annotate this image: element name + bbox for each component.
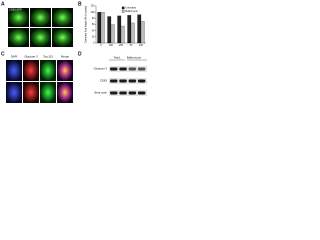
row-label: Glypican-3 [94,67,108,71]
column-label: Merge [61,55,69,59]
panel-label: A [1,1,5,7]
blot-band [137,67,146,71]
blot-band [110,79,118,83]
y-tick-label: 120 [91,5,96,8]
blot-strip [109,78,147,84]
blot-band [119,67,127,71]
x-tick-label: 50 [130,44,133,47]
x-tick-label: 250 [119,44,124,47]
blot-band [119,91,127,95]
micrograph [8,8,29,27]
micrograph [6,82,22,103]
micrograph [40,60,56,81]
micrograph [23,60,39,81]
micrograph [23,82,39,103]
column-label: Tsg 101 [43,55,53,59]
group-label: Tsiin1 [113,56,121,60]
blot-band [128,91,137,95]
legend-label: Bafilomycin [126,10,139,13]
blot-band [119,79,127,83]
micrograph [52,28,73,47]
micrograph [40,82,56,103]
row-label: CD63 [100,79,108,83]
blot-band [137,91,146,95]
group-label: Bafilomycin [127,56,142,60]
y-tick-label: 60 [92,23,95,26]
y-tick-label: 80 [92,17,95,20]
bar [120,25,125,44]
blot-band [110,91,118,95]
y-tick-label: 0 [93,42,95,45]
blot-band [128,67,137,71]
bar [140,21,145,44]
bar [100,12,105,44]
micrograph [8,28,29,47]
panel-label: C [1,51,5,57]
legend-label: Untreated [126,7,137,10]
bar [127,15,132,44]
row-label: Beta actin [95,91,108,95]
y-axis-label: Corrected fluid height (% of control) [85,5,88,43]
legend-swatch [121,6,125,10]
x-tick-label: 100 [139,44,144,47]
image-label: CD63 GFP [9,8,22,12]
blot-strip [109,90,147,96]
y-tick-label: 20 [92,35,95,38]
legend-swatch [121,10,125,13]
blot-band [110,67,118,71]
bar [110,24,115,44]
micrograph [57,60,73,81]
micrograph [52,8,73,27]
panel-label: D [78,51,82,57]
micrograph [30,8,51,27]
y-tick-label: 40 [92,29,95,32]
x-tick-label: 0 [100,44,102,47]
column-label: Glypican-3 [24,55,38,59]
blot-band [137,79,146,83]
blot-strip [109,66,147,72]
y-tick-label: 100 [91,11,96,14]
micrograph [30,28,51,47]
bar [107,16,112,44]
panel-label: B [78,1,82,7]
micrograph [6,60,22,81]
bar [137,14,142,44]
bar [97,12,102,44]
x-tick-label: 200 [109,44,114,47]
column-label: DAPI [11,55,18,59]
micrograph [57,82,73,103]
bar [117,15,122,44]
blot-band [128,79,137,83]
bar [130,22,135,44]
